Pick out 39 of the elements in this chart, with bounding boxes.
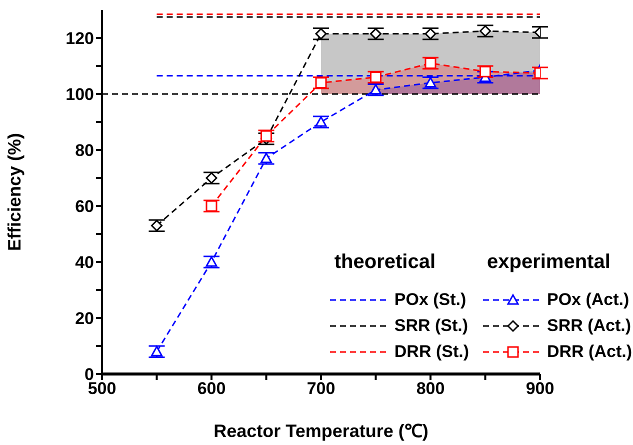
- legend-label: POx (Act.): [547, 290, 630, 310]
- annotation: experimental: [486, 250, 612, 275]
- y-tick-label: 20: [75, 309, 94, 328]
- legend-label: SRR (Act.): [547, 316, 632, 336]
- point: [315, 77, 327, 89]
- legend-label: DRR (Act.): [547, 342, 632, 362]
- y-tick-label: 80: [75, 141, 94, 160]
- point: [480, 25, 491, 37]
- point: [424, 28, 436, 40]
- point: [370, 84, 382, 95]
- point: [424, 57, 436, 69]
- annotation: theoretical: [333, 250, 437, 275]
- point: [370, 28, 382, 40]
- y-axis-title: Efficiency (%): [4, 132, 24, 252]
- y-tick-label: 40: [75, 253, 94, 272]
- x-tick-label: 700: [306, 379, 336, 398]
- point: [315, 28, 327, 40]
- point: [370, 71, 382, 83]
- y-tick-label: 120: [66, 29, 94, 48]
- legend-label: DRR (St.): [394, 342, 469, 362]
- x-tick-label: 900: [526, 379, 554, 398]
- point: [206, 172, 218, 184]
- x-tick-label: 600: [197, 379, 226, 398]
- point: [480, 66, 491, 78]
- y-tick-label: 100: [66, 85, 94, 104]
- x-tick-label: 500: [88, 379, 116, 398]
- y-tick-label: 60: [75, 197, 94, 216]
- point: [424, 77, 436, 88]
- x-tick-label: 800: [416, 379, 445, 398]
- point: [206, 200, 218, 212]
- point: [260, 130, 272, 142]
- x-axis-title: Reactor Temperature (℃): [214, 421, 428, 441]
- point: [206, 256, 218, 267]
- point: [260, 152, 272, 164]
- legend-label: SRR (St.): [394, 316, 468, 336]
- legend-label: POx (St.): [394, 290, 466, 310]
- point: [151, 346, 162, 356]
- point: [151, 220, 162, 232]
- point: [315, 116, 327, 127]
